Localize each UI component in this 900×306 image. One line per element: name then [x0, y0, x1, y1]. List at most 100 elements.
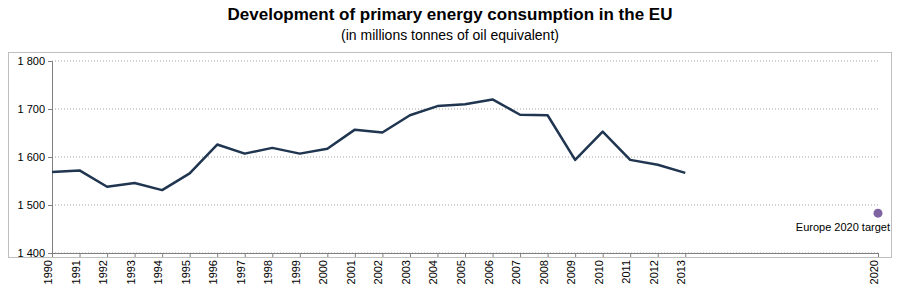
x-tick-mark [382, 253, 383, 257]
x-tick-mark [548, 253, 549, 257]
x-tick-label: 2011 [620, 260, 632, 284]
x-tick-label: 2003 [400, 260, 412, 284]
x-tick-label: 1992 [97, 260, 109, 284]
x-tick: 2011 [620, 253, 632, 284]
line [52, 99, 685, 190]
x-tick-mark [190, 253, 191, 257]
y-tick-label: 1 500 [17, 199, 45, 211]
x-tick-label: 2004 [427, 260, 439, 284]
x-tick: 1990 [42, 253, 54, 284]
x-tick-label: 2012 [648, 260, 660, 284]
x-tick-label: 2005 [455, 260, 467, 284]
x-tick-mark [603, 253, 604, 257]
x-tick-mark [410, 253, 411, 257]
y-tick-mark [48, 61, 52, 62]
x-tick: 1992 [97, 253, 109, 284]
x-tick-label: 2002 [372, 260, 384, 284]
x-tick: 2010 [593, 253, 605, 284]
x-tick-mark [437, 253, 438, 257]
y-tick-mark [48, 205, 52, 206]
x-tick-label: 2013 [675, 260, 687, 284]
x-tick-label: 2020 [868, 260, 880, 284]
y-axis-line [48, 62, 53, 254]
grid [52, 61, 878, 253]
x-tick-mark [520, 253, 521, 257]
x-tick: 2009 [565, 253, 577, 284]
x-tick-mark [878, 253, 879, 257]
x-tick: 2020 [868, 253, 880, 284]
x-tick: 2007 [510, 253, 522, 284]
x-tick: 2008 [538, 253, 550, 284]
y-tick-label: 1 700 [17, 103, 45, 115]
x-tick-label: 1999 [290, 260, 302, 284]
grid-line [52, 109, 878, 110]
x-tick-mark [575, 253, 576, 257]
x-tick-mark [327, 253, 328, 257]
x-tick-label: 2006 [483, 260, 495, 284]
x-tick: 2003 [400, 253, 412, 284]
y-tick-label: 1 400 [17, 247, 45, 259]
x-tick: 1993 [125, 253, 137, 284]
frame [9, 53, 892, 258]
labels: Europe 2020 target [796, 221, 890, 233]
grid-line [52, 205, 878, 206]
y-tick: 1 400 [17, 247, 52, 259]
x-tick: 1996 [207, 253, 219, 284]
x-tick-mark [217, 253, 218, 257]
x-tick: 2013 [675, 253, 687, 284]
x-tick-label: 2001 [345, 260, 357, 284]
x-tick-label: 1998 [262, 260, 274, 284]
x-tick-label: 1997 [235, 260, 247, 284]
x-tick: 1998 [262, 253, 274, 284]
x-tick: 1994 [152, 253, 164, 284]
series-label: Europe 2020 target [796, 221, 890, 233]
y-tick: 1 500 [17, 199, 52, 211]
x-tick-label: 2007 [510, 260, 522, 284]
x-tick: 1991 [70, 253, 82, 284]
x-tick-label: 2008 [538, 260, 550, 284]
x-tick-mark [52, 253, 53, 257]
x-tick: 2006 [483, 253, 495, 284]
x-tick-label: 1995 [180, 260, 192, 284]
title: Development of primary energy consumptio… [228, 5, 673, 24]
x-tick-label: 2010 [593, 260, 605, 284]
x-tick-mark [80, 253, 81, 257]
x-tick-label: 1991 [70, 260, 82, 284]
x-tick-label: 1990 [42, 260, 54, 284]
x-tick-mark [272, 253, 273, 257]
y-tick-mark [48, 157, 52, 158]
x-axis-line [53, 254, 879, 258]
x-tick: 1997 [235, 253, 247, 284]
y-tick-mark [48, 253, 52, 254]
x-tick-mark [107, 253, 108, 257]
x-tick-label: 2009 [565, 260, 577, 284]
x-tick-mark [685, 253, 686, 257]
x-tick-mark [493, 253, 494, 257]
y-tick-mark [48, 109, 52, 110]
x-tick: 1995 [180, 253, 192, 284]
x-tick: 2001 [345, 253, 357, 284]
y-tick: 1 800 [17, 55, 52, 67]
x-tick-label: 1994 [152, 260, 164, 284]
x-tick: 2000 [317, 253, 329, 284]
x-tick-mark [355, 253, 356, 257]
x-tick: 2002 [372, 253, 384, 284]
x-tick-mark [162, 253, 163, 257]
x-tick-label: 2000 [317, 260, 329, 284]
x-tick-mark [630, 253, 631, 257]
y-axis: 1 400 1 500 1 600 1 700 1 800 [17, 55, 52, 259]
x-tick-mark [658, 253, 659, 257]
x-tick: 2004 [427, 253, 439, 284]
plot-area [52, 99, 883, 217]
y-tick: 1 700 [17, 103, 52, 115]
x-tick-mark [135, 253, 136, 257]
x-tick-label: 1993 [125, 260, 137, 284]
x-tick-mark [245, 253, 246, 257]
grid-line [52, 61, 878, 62]
x-tick-mark [300, 253, 301, 257]
y-tick-label: 1 600 [17, 151, 45, 163]
grid-line [52, 157, 878, 158]
x-axis: 1990 1991 1992 1993 1994 1995 1996 1997 1998 1999… [42, 253, 880, 284]
x-tick: 2012 [648, 253, 660, 284]
x-tick: 1999 [290, 253, 302, 284]
